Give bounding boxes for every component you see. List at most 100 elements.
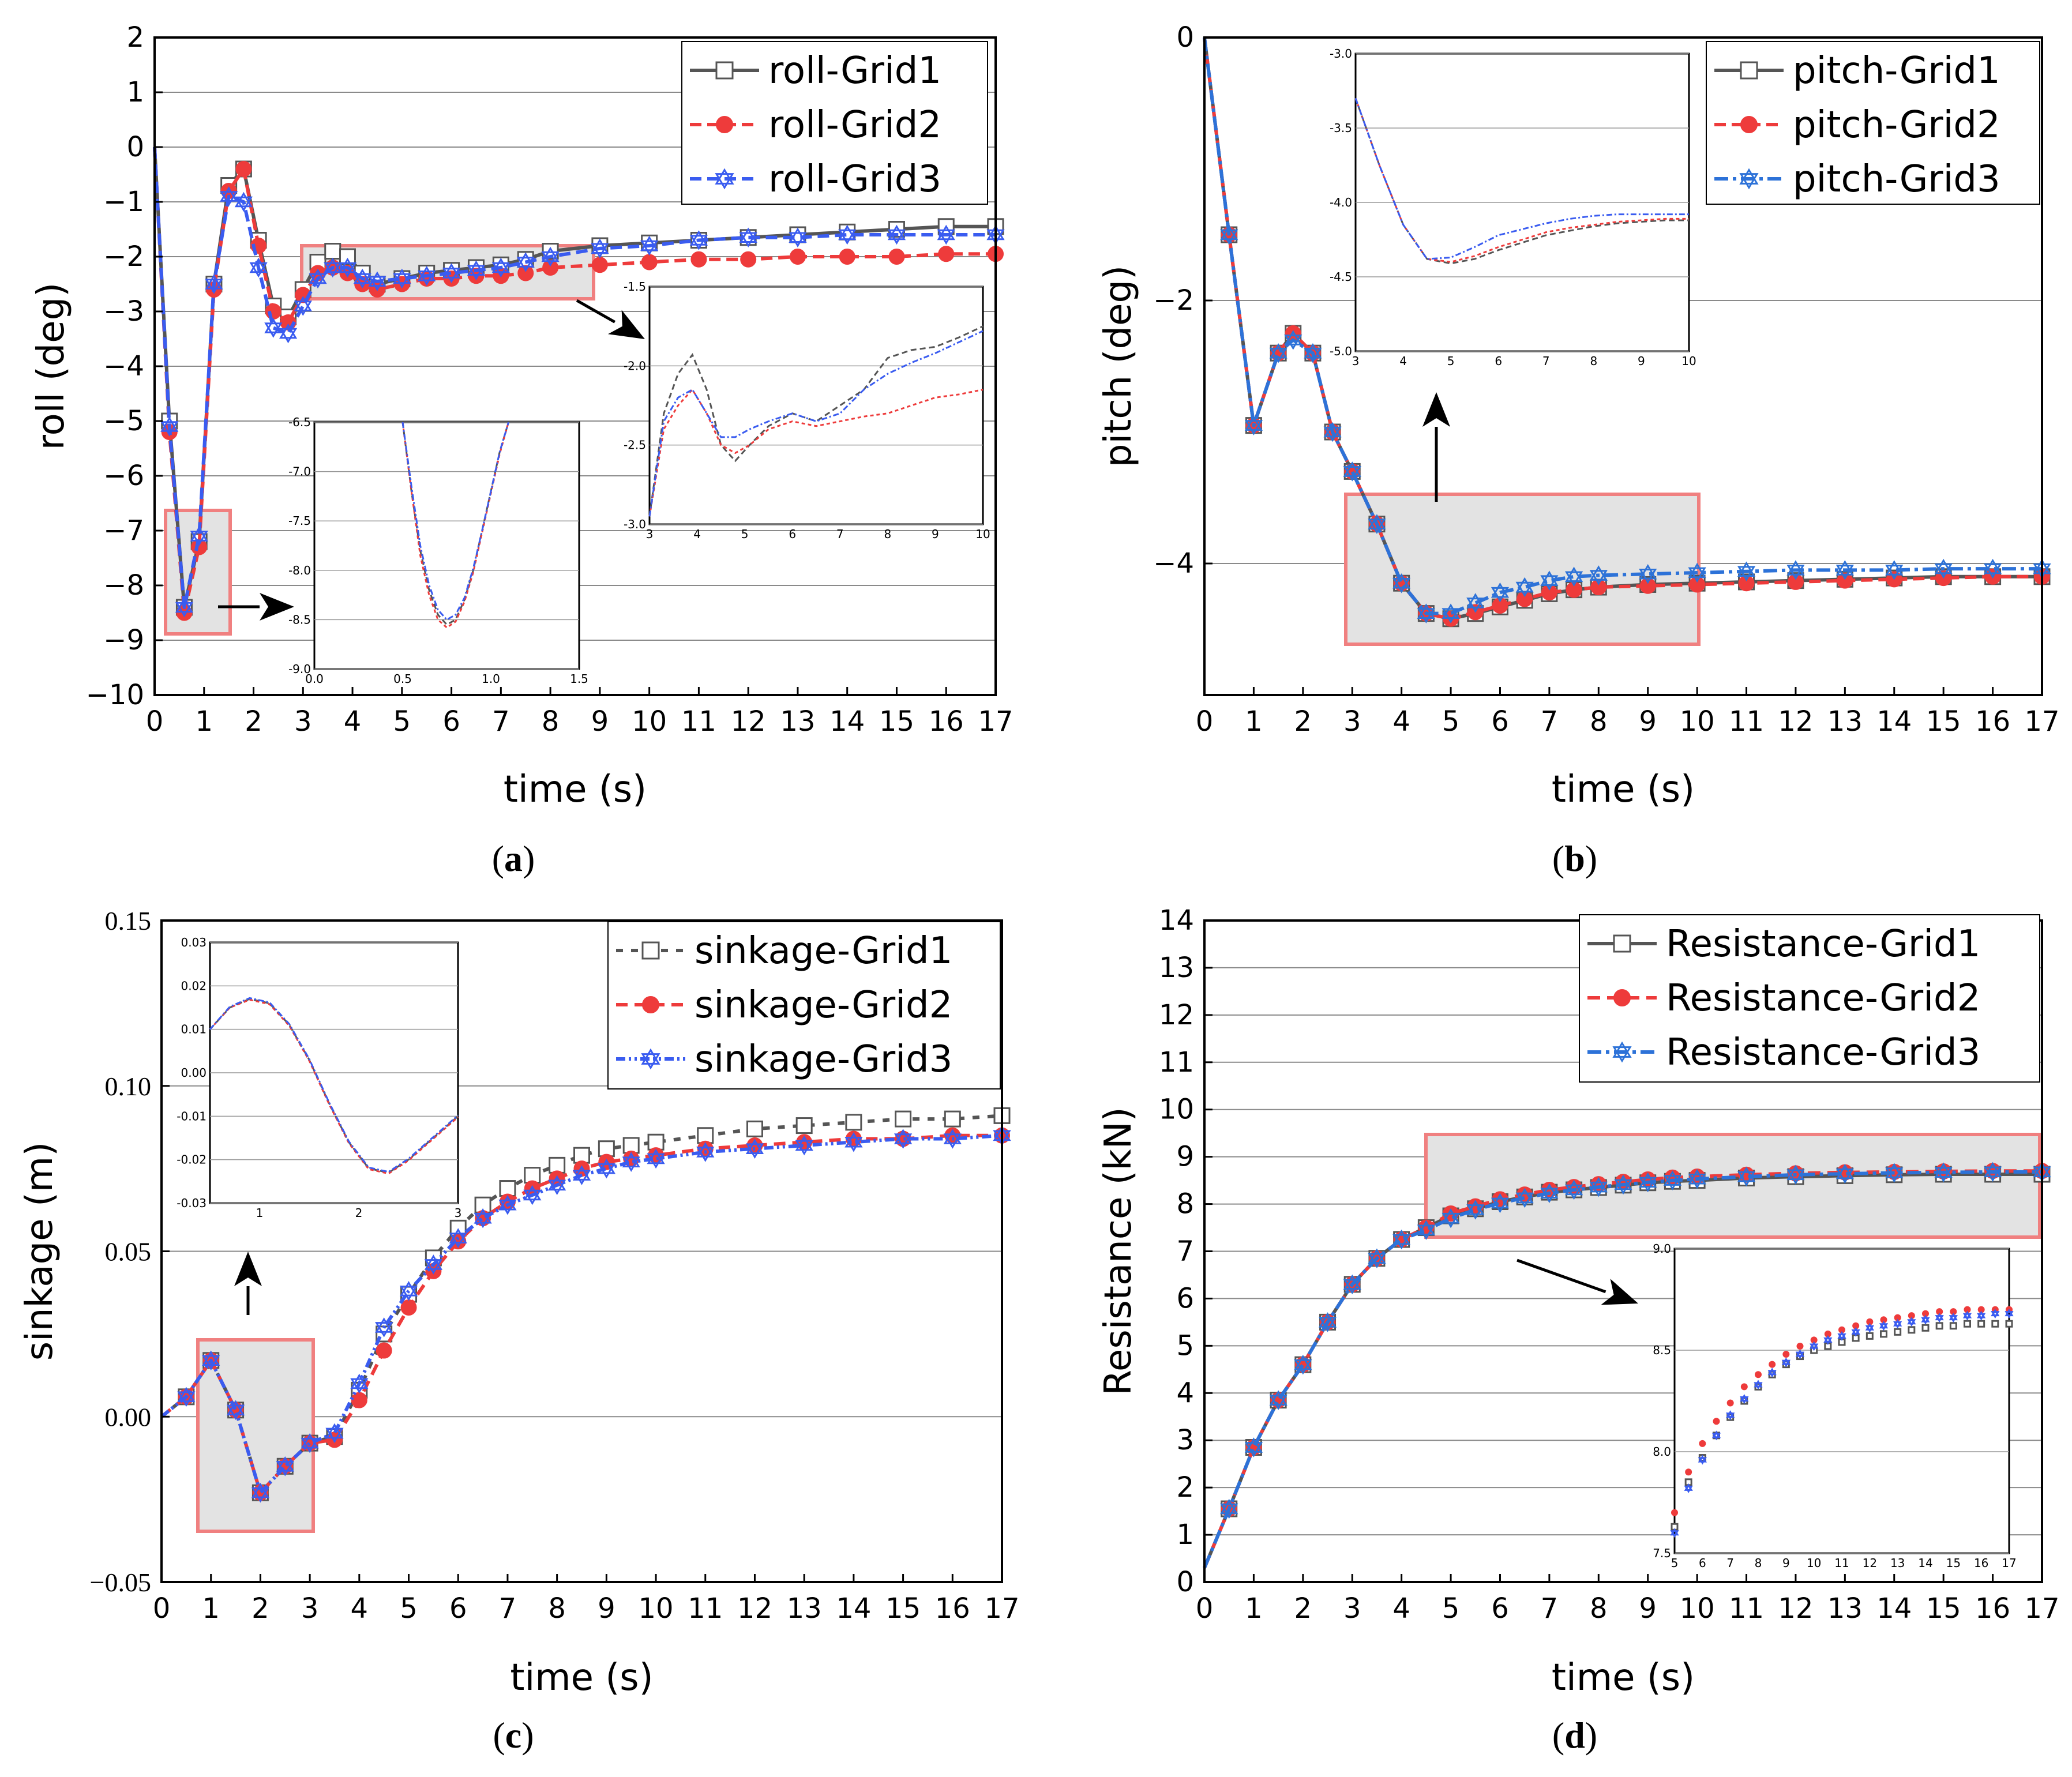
inset-series-line: [648, 330, 984, 517]
x-tick-label: 10: [1680, 705, 1715, 738]
x-tick-label: 0: [1196, 1592, 1214, 1625]
y-tick-label: −10: [86, 679, 144, 711]
x-tick-label: 6: [449, 1592, 467, 1625]
inset-data-point: [1823, 1335, 1833, 1345]
inset-series-line: [209, 998, 459, 1175]
inset-x-tick-label: 6: [789, 527, 796, 541]
series-markers-pitch-Grid3: [1220, 224, 2051, 623]
inset-x-tick-label: 4: [1399, 354, 1407, 368]
zoom-arrow-head: [1422, 392, 1450, 427]
data-point: [1343, 1274, 1361, 1295]
data-point: [641, 254, 658, 271]
inset-data-point: [1977, 1310, 1986, 1321]
y-tick-label: 4: [1176, 1377, 1194, 1409]
data-point: [1934, 558, 1953, 579]
inset-data-point: [1935, 1313, 1944, 1323]
x-tick-label: 8: [1590, 705, 1608, 738]
x-tick-label: 1: [202, 1592, 220, 1625]
inset-x-tick-label: 15: [1946, 1556, 1961, 1570]
inset-y-tick-label: -7.0: [288, 465, 311, 479]
data-point: [1318, 1312, 1337, 1332]
inset-data-point: [1907, 1317, 1916, 1327]
y-tick-label: 5: [1176, 1329, 1194, 1362]
caption-paren-close: ): [523, 838, 535, 879]
inset-x-tick-label: 8: [1755, 1556, 1762, 1570]
x-tick-label: 3: [1343, 705, 1361, 738]
inset-x-tick-label: 10: [975, 527, 990, 541]
legend-marker: [1612, 1041, 1632, 1063]
x-tick-label: 3: [1343, 1592, 1361, 1625]
data-point: [1786, 560, 1805, 580]
data-point: [177, 1387, 196, 1407]
data-point: [838, 224, 857, 245]
inset-plot: 7.5 8.0 8.5 9.0 5 6 7 8 9 10 11 12 13 14 15 16 17: [1653, 1242, 2017, 1570]
inset-data-point: [1769, 1361, 1776, 1368]
data-point: [1566, 581, 1582, 598]
inset-data-point: [1977, 1320, 1985, 1328]
data-point: [888, 249, 905, 265]
data-point: [1466, 593, 1485, 613]
data-point: [845, 1114, 862, 1131]
data-point: [1835, 1163, 1854, 1184]
inset-y-tick-label: 0.00: [181, 1066, 207, 1080]
y-tick-label: −3: [103, 295, 144, 328]
inset-x-tick-label: 0.5: [393, 672, 412, 686]
x-tick-label: 13: [780, 705, 815, 738]
caption-letter: a: [504, 838, 523, 879]
inset-y-tick-label: -0.01: [177, 1109, 207, 1123]
inset-series-line: [1354, 97, 1689, 260]
x-tick-label: 7: [1541, 1592, 1559, 1625]
x-tick-label: 10: [639, 1592, 674, 1625]
data-point: [1492, 597, 1508, 614]
data-point: [746, 1120, 763, 1137]
caption-letter: d: [1564, 1715, 1585, 1756]
data-point: [160, 416, 179, 437]
data-point: [1885, 1163, 1904, 1183]
zoom-arrow-head: [1601, 1279, 1638, 1305]
inset-data-point: [1755, 1371, 1762, 1378]
inset-data-point: [1726, 1410, 1735, 1421]
data-point: [789, 249, 806, 265]
data-point: [1614, 1174, 1632, 1195]
legend-label: Resistance-Grid2: [1666, 977, 1980, 1020]
x-tick-label: 4: [1392, 705, 1410, 738]
data-point: [1688, 1169, 1706, 1189]
inset-data-point: [1893, 1318, 1902, 1329]
x-tick-label: 3: [294, 705, 312, 738]
data-point: [740, 251, 757, 268]
inset-y-tick-label: -4.5: [1330, 270, 1352, 284]
inset-y-tick-label: -8.5: [288, 613, 311, 626]
y-axis-label: roll (deg): [30, 283, 73, 450]
data-point: [689, 230, 708, 250]
inset-data-point: [1921, 1314, 1930, 1325]
inset-y-tick-label: 7.5: [1653, 1546, 1671, 1560]
inset-x-tick-label: 2: [355, 1206, 363, 1220]
zoom-arrow-head: [234, 1252, 262, 1286]
x-tick-label: 11: [1729, 1592, 1764, 1625]
inset-x-tick-label: 5: [1671, 1556, 1679, 1570]
x-tick-label: 5: [400, 1592, 418, 1625]
data-point: [1343, 461, 1361, 482]
data-point: [442, 263, 461, 283]
x-tick-label: 5: [1442, 1592, 1460, 1625]
x-tick-label: 2: [252, 1592, 269, 1625]
data-point: [1983, 558, 2002, 579]
zoom-arrow-head: [607, 310, 645, 339]
data-point: [393, 268, 411, 289]
data-point: [1220, 224, 1238, 245]
caption-paren-open: (: [1552, 1715, 1564, 1756]
inset-x-tick-label: 10: [1807, 1556, 1821, 1570]
panel-c: 0 1 2 3 4 5 6 7 8 9 10 11 12 13 14 15 16 17−0.050.000.050…: [18, 906, 1020, 1756]
inset-x-tick-label: 3: [455, 1206, 462, 1220]
x-tick-label: 4: [344, 705, 362, 738]
data-point: [265, 303, 281, 320]
y-tick-label: −8: [103, 569, 144, 602]
inset-x-tick-label: 10: [1681, 354, 1696, 368]
inset-data-point: [1964, 1320, 1971, 1328]
caption-paren-close: ): [1585, 1715, 1597, 1756]
y-tick-label: 6: [1176, 1282, 1194, 1314]
x-tick-label: 7: [1541, 705, 1559, 738]
y-tick-label: 0: [1176, 21, 1194, 54]
y-tick-label: 13: [1159, 952, 1194, 984]
